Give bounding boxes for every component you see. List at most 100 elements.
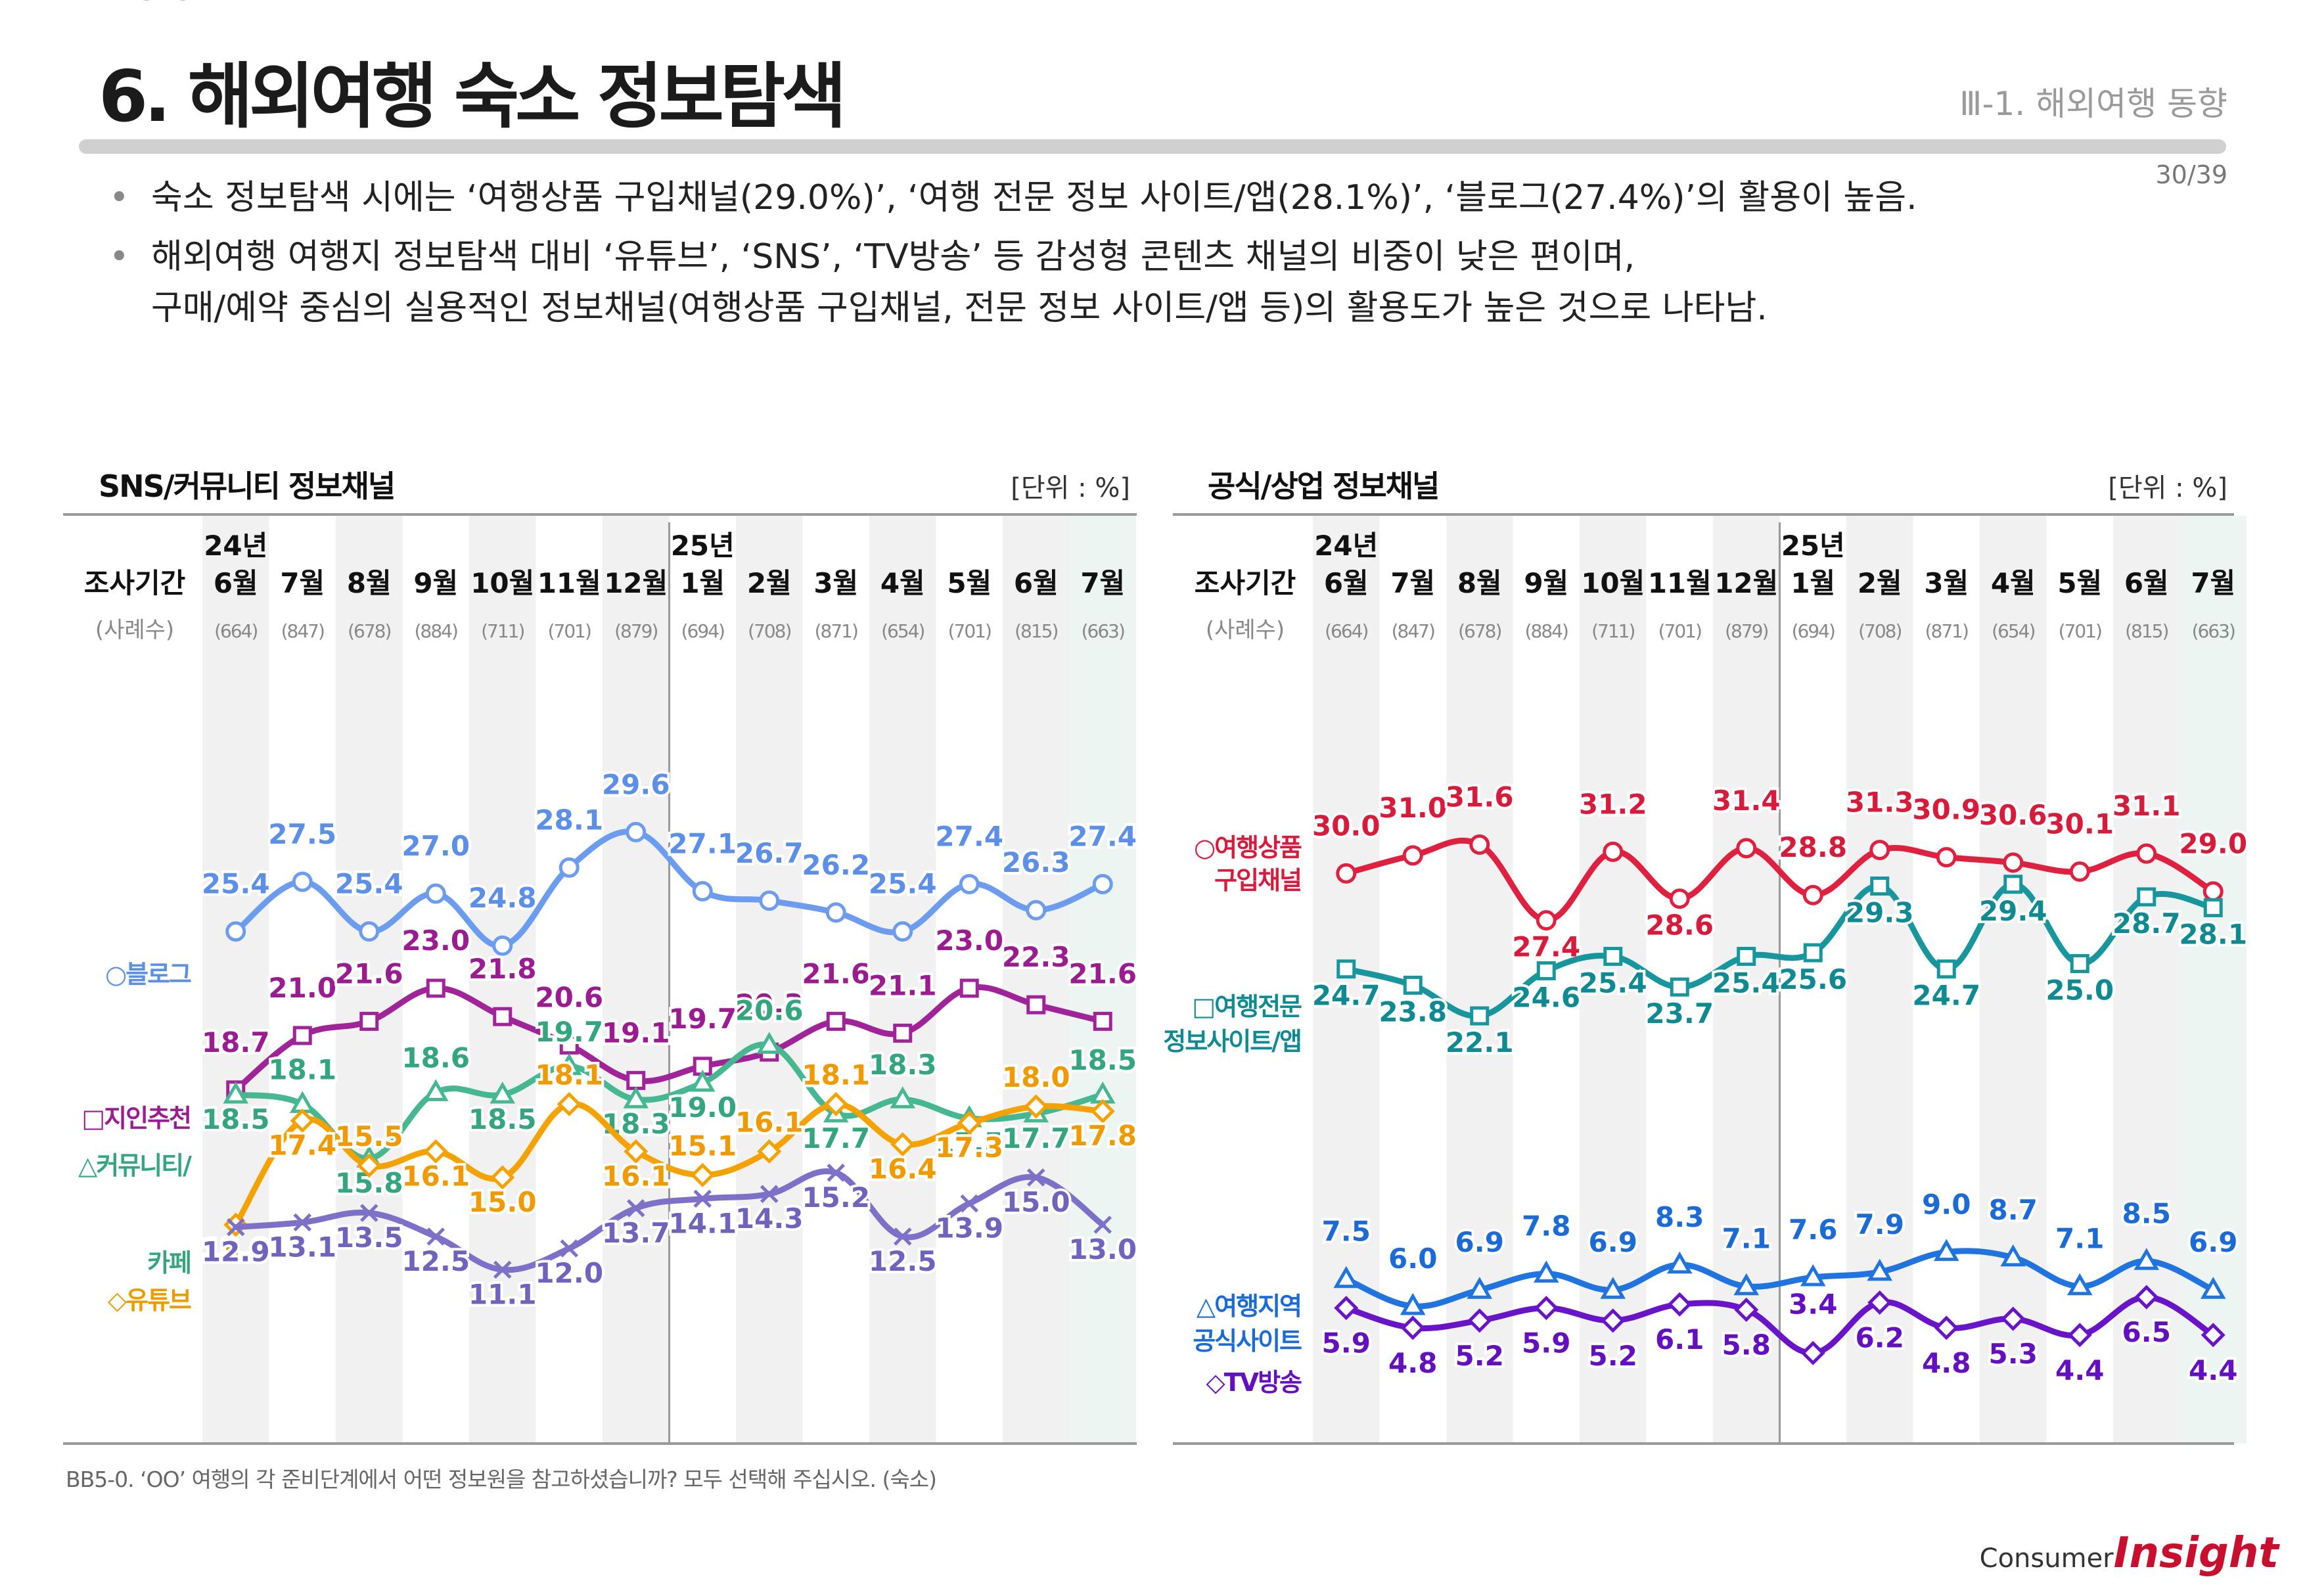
data-point bbox=[560, 1239, 579, 1258]
data-point bbox=[1869, 840, 1890, 861]
data-label: 26.7 bbox=[735, 837, 804, 869]
data-label: 22.1 bbox=[1446, 1026, 1514, 1059]
chart-top-rule bbox=[1173, 513, 2234, 516]
sample-size-label: (654) bbox=[1992, 620, 2034, 642]
data-label: 12.5 bbox=[869, 1245, 937, 1277]
legend-label: 정보사이트/앱 bbox=[1163, 1027, 1301, 1056]
x-tick-label: 2월 bbox=[1858, 567, 1902, 599]
bullet-dot-icon: • bbox=[109, 237, 129, 277]
data-label: 23.0 bbox=[401, 924, 470, 957]
data-label: 30.9 bbox=[1912, 794, 1980, 826]
data-point bbox=[626, 821, 647, 842]
data-point bbox=[2200, 1277, 2226, 1299]
data-label: 17.8 bbox=[1068, 1120, 1137, 1152]
series-1: 30.031.031.627.431.228.631.428.831.330.9… bbox=[1194, 778, 2250, 965]
data-label: 5.8 bbox=[1722, 1329, 1771, 1361]
data-point bbox=[2136, 843, 2157, 864]
column-shade bbox=[1846, 516, 1913, 1444]
data-label: 3.4 bbox=[1789, 1288, 1837, 1320]
data-label: 28.1 bbox=[2179, 918, 2247, 950]
data-point bbox=[225, 921, 246, 942]
period-label: 조사기간 bbox=[84, 567, 186, 599]
data-point bbox=[357, 1153, 382, 1178]
data-point bbox=[2066, 1273, 2093, 1296]
legend-label: 구입채널 bbox=[1214, 866, 1301, 895]
bullet-text: 숙소 정보탐색 시에는 ‘여행상품 구입채널(29.0%)’, ‘여행 전문 정… bbox=[151, 178, 1917, 217]
data-label: 17.7 bbox=[1002, 1122, 1070, 1154]
data-label: 24.8 bbox=[468, 882, 537, 914]
data-point bbox=[1092, 874, 1113, 895]
data-point bbox=[1093, 1011, 1112, 1031]
data-label: 7.8 bbox=[1522, 1210, 1570, 1243]
data-point bbox=[559, 1035, 579, 1055]
data-point bbox=[1026, 900, 1047, 921]
data-label: 26.2 bbox=[802, 849, 870, 881]
sample-size-label: (884) bbox=[415, 620, 457, 642]
data-point bbox=[490, 1081, 516, 1104]
series-2: 24.723.822.124.625.423.725.425.629.324.7… bbox=[1163, 875, 2250, 1061]
data-label: 24.6 bbox=[1512, 981, 1580, 1013]
data-label: 15.2 bbox=[802, 1181, 870, 1214]
data-label: 21.8 bbox=[468, 953, 537, 985]
series-line bbox=[1343, 837, 2216, 924]
legend-label: 공식사이트 bbox=[1193, 1327, 1302, 1356]
data-label: 20.6 bbox=[535, 981, 603, 1013]
sample-size-label: (664) bbox=[214, 620, 257, 642]
data-point bbox=[1667, 1292, 1692, 1317]
sample-size-label: (708) bbox=[1858, 620, 1901, 642]
data-point bbox=[2003, 875, 2023, 894]
data-point bbox=[1470, 1006, 1490, 1026]
data-point bbox=[1600, 1277, 1626, 1299]
sample-size-label: (664) bbox=[1325, 620, 1367, 642]
data-label: 28.8 bbox=[1779, 831, 1847, 863]
x-tick-label: 5월 bbox=[947, 567, 992, 599]
data-point bbox=[1467, 1277, 1493, 1299]
data-point bbox=[892, 921, 913, 942]
chart-title: 공식/상업 정보채널 bbox=[1208, 468, 1438, 504]
legend-label: ×SNS bbox=[118, 0, 191, 6]
data-label: 12.9 bbox=[202, 1236, 270, 1268]
data-label: 8.7 bbox=[1989, 1194, 2038, 1226]
series-1: 25.4 27.5 25.4 27.0 24.8 28.1 29.6 27.126.726.2… bbox=[105, 765, 1139, 989]
data-point bbox=[226, 1218, 245, 1237]
column-shade-latest bbox=[2179, 516, 2247, 1444]
data-label: 27.0 bbox=[401, 830, 470, 862]
x-tick-label: 7월 bbox=[2191, 567, 2235, 599]
data-label: 27.4 bbox=[935, 821, 1003, 853]
data-point bbox=[1400, 1315, 1425, 1340]
data-point bbox=[893, 1023, 913, 1043]
data-label: 29.0 bbox=[2179, 828, 2247, 860]
sample-size-label: (701) bbox=[548, 620, 591, 642]
x-tick-label: 7월 bbox=[1390, 567, 1435, 599]
x-tick-label: 11월 bbox=[537, 567, 601, 599]
data-point bbox=[1400, 1292, 1426, 1315]
data-label: 25.4 bbox=[1712, 967, 1781, 999]
data-point bbox=[1800, 1264, 1826, 1287]
sample-size-label: (884) bbox=[1525, 620, 1568, 642]
data-label: 25.6 bbox=[1779, 963, 1847, 995]
data-point bbox=[426, 1227, 445, 1246]
data-point bbox=[423, 1139, 448, 1164]
data-point bbox=[2001, 1306, 2026, 1331]
data-label: 4.8 bbox=[1388, 1347, 1437, 1379]
legend-label: □여행전문 bbox=[1192, 992, 1302, 1021]
data-point bbox=[1601, 1308, 1626, 1333]
data-label: 23.0 bbox=[935, 924, 1003, 957]
data-label: 30.0 bbox=[1312, 809, 1381, 842]
series-3: 7.5 6.0 6.9 7.8 6.9 8.3 7.1 7.6 7.9 9.0 8.7 7.1 8.5 6… bbox=[1193, 1186, 2240, 1356]
legend-label: ○여행상품 bbox=[1194, 833, 1302, 862]
sample-label: (사례수) bbox=[95, 617, 174, 643]
data-point bbox=[1734, 1297, 1759, 1322]
data-point bbox=[292, 1026, 312, 1045]
data-point bbox=[490, 1165, 515, 1190]
bullet-text: 구매/예약 중심의 실용적인 정보채널(여행상품 구입채널, 전문 정보 사이트… bbox=[151, 288, 1768, 328]
data-point bbox=[1603, 947, 1623, 967]
data-label: 13.5 bbox=[335, 1221, 403, 1254]
data-point bbox=[2137, 887, 2157, 907]
data-label: 8.3 bbox=[1655, 1201, 1704, 1233]
x-tick-label: 9월 bbox=[1524, 567, 1568, 599]
data-label: 30.6 bbox=[1979, 799, 2047, 831]
data-point bbox=[493, 1007, 513, 1026]
data-label: 6.2 bbox=[1856, 1321, 1904, 1354]
data-point bbox=[1802, 884, 1823, 905]
